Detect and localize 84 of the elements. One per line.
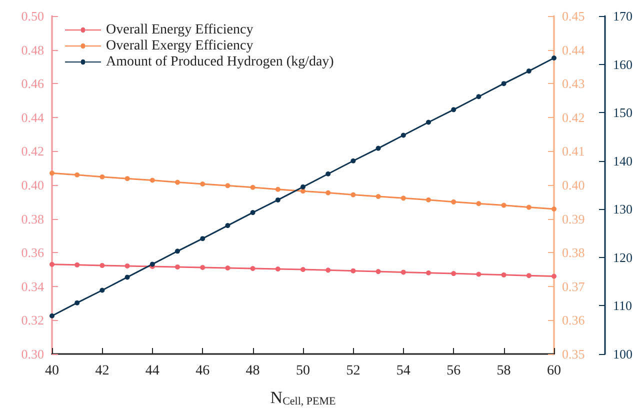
point xyxy=(350,192,356,198)
point xyxy=(100,174,105,180)
y3-tick-label: 130 xyxy=(613,202,632,217)
point xyxy=(476,94,482,100)
x-tick-label: 42 xyxy=(95,364,110,378)
point xyxy=(250,210,256,216)
y-tick-label: 0.36 xyxy=(21,245,44,260)
y2-tick-label: 0.37 xyxy=(562,278,586,294)
point xyxy=(275,186,280,192)
point xyxy=(326,171,331,176)
point xyxy=(451,107,456,112)
point xyxy=(376,194,381,199)
y-tick-label: 0.30 xyxy=(21,346,44,362)
point xyxy=(74,172,80,178)
point xyxy=(400,196,406,201)
point xyxy=(526,68,532,74)
y-tick-label: 0.38 xyxy=(21,211,44,226)
y2-tick-label: 0.40 xyxy=(562,178,585,192)
y2-tick-label: 0.35 xyxy=(562,346,585,362)
y3-tick-label: 110 xyxy=(613,298,632,314)
y-tick-label: 0.40 xyxy=(21,178,44,192)
point xyxy=(225,223,230,228)
point xyxy=(476,201,482,206)
y2-tick-label: 0.41 xyxy=(562,144,585,159)
y3-tick-label: 100 xyxy=(613,346,632,362)
point xyxy=(124,274,130,280)
point xyxy=(124,176,130,182)
y-tick-label: 0.32 xyxy=(21,312,44,328)
x-tick-label: 46 xyxy=(196,364,210,378)
point xyxy=(300,184,306,190)
x-tick-label: 48 xyxy=(246,364,260,378)
y3-tick-label: 160 xyxy=(613,56,632,72)
y3-tick-label: 140 xyxy=(613,153,632,168)
y2-tick-label: 0.39 xyxy=(562,211,585,226)
point xyxy=(400,132,406,138)
y-tick-label: 0.50 xyxy=(21,8,44,24)
point xyxy=(150,178,155,183)
point xyxy=(552,206,556,212)
y3-tick-label: 170 xyxy=(613,8,632,24)
point xyxy=(326,190,331,196)
x-tick-label: 60 xyxy=(547,364,561,378)
point xyxy=(552,56,556,61)
point xyxy=(501,81,506,86)
x-tick-label: 56 xyxy=(446,364,461,378)
x-tick-label: 52 xyxy=(346,364,360,378)
y3-tick-label: 120 xyxy=(613,250,632,265)
point xyxy=(200,181,206,186)
point xyxy=(526,204,532,210)
y2-tick-label: 0.45 xyxy=(562,8,585,24)
point xyxy=(250,184,256,190)
y-tick-label: 0.42 xyxy=(21,144,44,159)
point xyxy=(451,199,456,204)
point xyxy=(376,146,381,151)
x-tick-label: 50 xyxy=(296,364,310,378)
y2-tick-label: 0.44 xyxy=(562,42,586,58)
legend-label: Overall Exergy Efficiency xyxy=(106,38,254,54)
y2-tick-label: 0.36 xyxy=(562,312,586,328)
x-tick-label: 58 xyxy=(496,364,511,378)
x-tick-label: 44 xyxy=(145,364,160,378)
y-tick-label: 0.44 xyxy=(21,110,44,125)
y2-tick-label: 0.42 xyxy=(562,110,585,125)
point xyxy=(350,158,356,164)
x-tick-label: 40 xyxy=(45,364,59,378)
y-tick-label: 0.34 xyxy=(21,278,44,294)
x-tick-label: 54 xyxy=(396,364,410,378)
y-tick-label: 0.48 xyxy=(21,42,44,58)
point xyxy=(175,248,180,254)
y2-tick-label: 0.43 xyxy=(562,76,585,92)
point xyxy=(200,236,206,242)
point xyxy=(426,120,431,125)
y2-tick-label: 0.38 xyxy=(562,245,585,260)
point xyxy=(275,197,280,202)
point xyxy=(426,197,431,202)
legend-label: Amount of Produced Hydrogen (kg/day) xyxy=(106,54,334,70)
point xyxy=(74,300,80,306)
point xyxy=(225,183,230,188)
point xyxy=(175,180,180,185)
point xyxy=(501,202,506,208)
y-tick-label: 0.46 xyxy=(21,76,44,92)
point xyxy=(100,288,105,293)
legend-label: Overall Energy Efficiency xyxy=(106,22,254,38)
point xyxy=(50,313,54,318)
y3-tick-label: 150 xyxy=(613,105,632,120)
point xyxy=(50,170,54,176)
